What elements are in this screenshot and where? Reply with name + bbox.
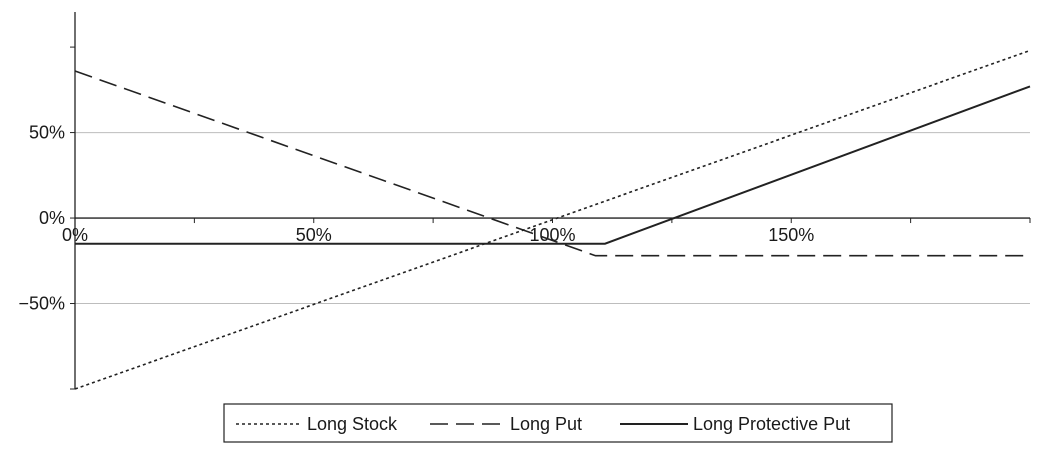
series-line-long-protective-put [75, 85, 1031, 245]
x-tick-label: 50% [296, 225, 332, 245]
x-tick-label: 150% [768, 225, 814, 245]
x-axis-ticks: 0% 50% 100% 150% [62, 218, 1031, 245]
legend-label-long-protective-put: Long Protective Put [693, 414, 850, 434]
y-axis-ticks: 50% 0% −50% [18, 46, 75, 390]
y-tick-label: 0% [39, 208, 65, 228]
axes [74, 12, 1030, 389]
series-line-long-stock [74, 49, 1031, 390]
y-tick-label: 50% [29, 123, 65, 143]
legend: Long Stock Long Put Long Protective Put [223, 403, 893, 443]
legend-label-long-stock: Long Stock [307, 414, 398, 434]
y-tick-label: −50% [18, 294, 65, 314]
gridlines [75, 132, 1030, 305]
legend-box [223, 403, 893, 443]
x-tick-label: 0% [62, 225, 88, 245]
series-lines [74, 49, 1031, 390]
series-line-long-put [74, 70, 1030, 257]
x-tick-label: 100% [529, 225, 575, 245]
legend-label-long-put: Long Put [510, 414, 582, 434]
